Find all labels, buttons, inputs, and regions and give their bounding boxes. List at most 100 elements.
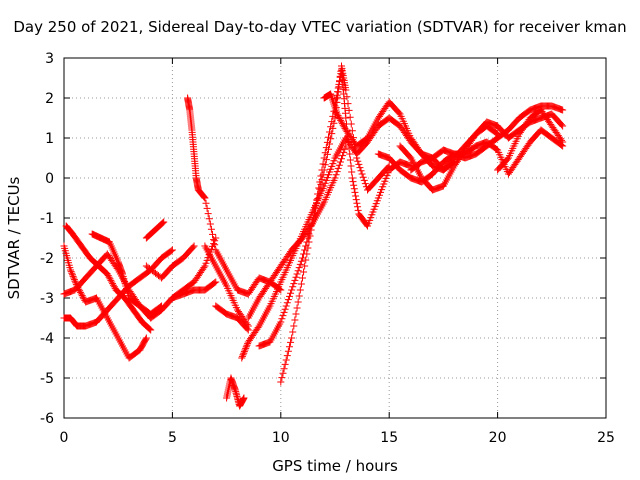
- y-axis-title: SDTVAR / TECUs: [5, 176, 23, 299]
- data-point: [361, 180, 369, 188]
- data-point: [107, 276, 115, 284]
- data-point: [315, 184, 323, 192]
- y-tick-label: -5: [40, 371, 54, 387]
- data-point: [239, 351, 247, 359]
- data-point: [297, 280, 305, 288]
- x-tick-label: 10: [272, 430, 290, 446]
- data-point: [316, 185, 324, 193]
- data-point: [244, 326, 252, 334]
- data-point: [301, 262, 309, 270]
- data-point: [324, 133, 332, 141]
- data-point: [69, 272, 77, 280]
- data-point: [189, 243, 197, 251]
- series-track-6: [142, 218, 168, 242]
- data-point: [309, 214, 317, 222]
- y-tick-label: 2: [45, 91, 54, 107]
- data-point: [238, 352, 246, 360]
- x-tick-label: 15: [380, 430, 398, 446]
- data-point: [283, 299, 291, 307]
- data-point: [70, 274, 78, 282]
- data-point: [142, 335, 150, 343]
- data-point: [67, 268, 75, 276]
- data-point: [168, 246, 176, 254]
- data-point: [285, 292, 293, 300]
- data-point: [559, 106, 567, 114]
- data-point: [346, 113, 354, 121]
- data-point: [337, 70, 345, 78]
- data-point: [146, 325, 154, 333]
- series-track-13: [212, 302, 252, 334]
- data-point: [200, 192, 208, 200]
- data-point: [336, 115, 344, 123]
- data-point: [281, 360, 289, 368]
- data-point: [314, 190, 322, 198]
- data-point: [68, 269, 76, 277]
- data-point: [310, 208, 318, 216]
- data-point: [316, 178, 324, 186]
- data-point: [280, 308, 288, 316]
- data-point: [211, 279, 219, 287]
- data-point: [200, 193, 208, 201]
- data-point: [284, 347, 292, 355]
- data-point: [298, 274, 306, 282]
- data-point: [307, 226, 315, 234]
- data-point: [70, 276, 78, 284]
- data-point: [240, 394, 248, 402]
- data-point: [332, 95, 340, 103]
- data-point: [293, 304, 301, 312]
- series-track-24: [494, 106, 567, 174]
- data-point: [242, 344, 250, 352]
- data-point: [305, 238, 313, 246]
- chart-title: Day 250 of 2021, Sidereal Day-to-day VTE…: [13, 18, 626, 36]
- data-point: [320, 154, 328, 162]
- series-track-14: [223, 374, 248, 410]
- data-point: [333, 168, 341, 176]
- data-point: [340, 148, 348, 156]
- data-point: [341, 145, 349, 153]
- series-track-7: [142, 242, 198, 282]
- data-point: [328, 118, 336, 126]
- data-point: [202, 199, 210, 207]
- data-point: [323, 138, 331, 146]
- series-track-9: [168, 278, 220, 302]
- data-point: [210, 236, 218, 244]
- data-point: [355, 160, 363, 168]
- x-tick-label: 0: [60, 430, 69, 446]
- data-point: [351, 188, 359, 196]
- data-point: [289, 328, 297, 336]
- y-tick-label: 0: [45, 171, 54, 187]
- data-point: [240, 348, 248, 356]
- data-point: [295, 292, 303, 300]
- series-track-18: [277, 66, 415, 386]
- data-point: [327, 123, 335, 131]
- data-point: [209, 230, 217, 238]
- data-point: [106, 275, 114, 283]
- data-point: [347, 162, 355, 170]
- data-point: [203, 204, 211, 212]
- data-point: [338, 120, 346, 128]
- data-point: [238, 354, 246, 362]
- data-point: [277, 318, 285, 326]
- data-point: [353, 199, 361, 207]
- data-point: [346, 156, 354, 164]
- data-point: [354, 157, 362, 165]
- data-point: [338, 155, 346, 163]
- data-point: [334, 88, 342, 96]
- data-point: [243, 325, 251, 333]
- data-point: [296, 260, 304, 268]
- data-point: [211, 241, 219, 249]
- data-point: [300, 268, 308, 276]
- data-point: [352, 192, 360, 200]
- data-point: [335, 161, 343, 169]
- data-point: [287, 289, 295, 297]
- y-tick-label: -4: [40, 331, 54, 347]
- data-point: [334, 164, 342, 172]
- y-tick-label: -6: [40, 411, 54, 427]
- data-point: [354, 203, 362, 211]
- data-point: [243, 341, 251, 349]
- data-point: [291, 316, 299, 324]
- data-point: [201, 194, 209, 202]
- data-point: [329, 112, 337, 120]
- data-point: [319, 160, 327, 168]
- data-point: [142, 334, 150, 342]
